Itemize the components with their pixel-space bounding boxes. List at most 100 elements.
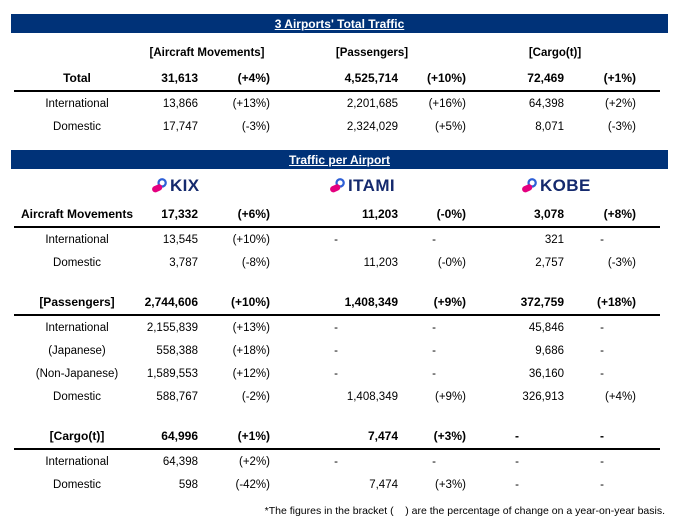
total-traffic-header-bar: 3 Airports' Total Traffic <box>11 14 668 33</box>
value-cell: 1,408,349 <box>346 390 398 403</box>
pct-cell: - <box>600 344 604 357</box>
pct-cell: (+6%) <box>237 206 270 221</box>
value-cell: 326,913 <box>522 390 564 403</box>
pct-cell: - <box>600 367 604 380</box>
table-row: International 64,398 (+2%) - - - - <box>14 450 660 473</box>
table-row: International 13,545 (+10%) - - 321 - <box>14 228 660 251</box>
value-cell: 588,767 <box>156 390 198 403</box>
kix-logo: KIX <box>140 176 274 196</box>
pct-cell: (+3%) <box>433 428 466 443</box>
pct-cell: (+5%) <box>435 120 466 133</box>
pct-cell: (+3%) <box>435 478 466 491</box>
value-cell: - <box>334 344 338 357</box>
table-row: Total 31,613 (+4%) 4,525,714 (+10%) 72,469 (+1… <box>14 65 660 92</box>
airport-logo-row: KIX ITAMI KOBE <box>14 171 660 201</box>
value-cell: - <box>334 233 338 246</box>
pct-cell: (+13%) <box>232 97 270 110</box>
pct-cell: (+16%) <box>428 97 466 110</box>
pct-cell: (+9%) <box>433 294 466 309</box>
kix-logo-text: KIX <box>170 176 200 195</box>
value-cell: 36,160 <box>528 367 564 380</box>
row-label: Total <box>63 70 91 85</box>
value-cell: 321 <box>544 233 564 246</box>
value-cell: 72,469 <box>527 70 564 85</box>
row-label: Domestic <box>53 390 101 403</box>
value-cell: - <box>515 478 519 491</box>
pct-cell: (-2%) <box>241 390 270 403</box>
value-cell: 31,613 <box>161 70 198 85</box>
pct-cell: (+1%) <box>237 428 270 443</box>
pct-cell: (+2%) <box>605 97 636 110</box>
itami-logo-text: ITAMI <box>348 176 396 195</box>
table-section: [Passengers] 2,744,606 (+10%) 1,408,349 (+9%… <box>14 289 660 408</box>
row-label: Aircraft Movements <box>20 206 134 221</box>
value-cell: 2,324,029 <box>346 120 398 133</box>
value-cell: - <box>334 321 338 334</box>
value-cell: 9,686 <box>535 344 564 357</box>
pct-cell: (+1%) <box>603 70 636 85</box>
column-group-header-row: [Aircraft Movements] [Passengers] [Cargo… <box>14 41 660 65</box>
per-airport-title: Traffic per Airport <box>289 152 390 167</box>
value-cell: 64,398 <box>162 455 198 468</box>
footnote: *The figures in the bracket ( ) are the … <box>264 505 665 517</box>
value-cell: - <box>334 455 338 468</box>
pct-cell: (+18%) <box>232 344 270 357</box>
value-cell: 8,071 <box>535 120 564 133</box>
pct-cell: - <box>600 233 604 246</box>
pct-cell: - <box>600 428 604 443</box>
per-airport-sections: Aircraft Movements 17,332 (+6%) 11,203 (-0%)… <box>14 201 660 496</box>
table-row: Domestic 3,787 (-8%) 11,203 (-0%) 2,757 (-3%) <box>14 251 660 274</box>
pct-cell: (-8%) <box>241 256 270 269</box>
pct-cell: - <box>432 344 436 357</box>
section-header-row: [Cargo(t)] 64,996 (+1%) 7,474 (+3%) - - <box>14 423 660 450</box>
pct-cell: - <box>432 367 436 380</box>
pct-cell: (+9%) <box>435 390 466 403</box>
row-label: (Japanese) <box>48 344 106 357</box>
pct-cell: - <box>432 321 436 334</box>
aircraft-movements-column-header: [Aircraft Movements] <box>149 47 265 59</box>
value-cell: 17,747 <box>162 120 198 133</box>
value-cell: 7,474 <box>369 478 398 491</box>
table-section: [Cargo(t)] 64,996 (+1%) 7,474 (+3%) - - Interna… <box>14 423 660 496</box>
value-cell: 2,201,685 <box>346 97 398 110</box>
pct-cell: (+18%) <box>596 294 636 309</box>
pct-cell: (+4%) <box>605 390 636 403</box>
value-cell: 7,474 <box>367 428 398 443</box>
value-cell: 13,866 <box>162 97 198 110</box>
value-cell: 64,996 <box>161 428 198 443</box>
total-traffic-title: 3 Airports' Total Traffic <box>274 16 405 31</box>
table-row: Domestic 588,767 (-2%) 1,408,349 (+9%) 326,91… <box>14 385 660 408</box>
row-label: International <box>45 321 109 334</box>
pct-cell: (-42%) <box>235 478 270 491</box>
value-cell: 11,203 <box>361 206 398 221</box>
pct-cell: - <box>432 455 436 468</box>
value-cell: 2,155,839 <box>146 321 198 334</box>
pct-cell: (+8%) <box>603 206 636 221</box>
table-section: Aircraft Movements 17,332 (+6%) 11,203 (-0%)… <box>14 201 660 274</box>
row-label: International <box>45 233 109 246</box>
kobe-logo: KOBE <box>470 176 640 196</box>
row-label: Domestic <box>53 120 101 133</box>
value-cell: 2,757 <box>535 256 564 269</box>
value-cell: - <box>515 455 519 468</box>
pct-cell: (+4%) <box>237 70 270 85</box>
value-cell: 372,759 <box>520 294 564 309</box>
pct-cell: (+10%) <box>230 294 270 309</box>
table-row: (Non-Japanese) 1,589,553 (+12%) - - 36,160 - <box>14 362 660 385</box>
pct-cell: - <box>600 478 604 491</box>
row-label: Domestic <box>53 478 101 491</box>
kansai-airports-logo-icon <box>522 177 537 193</box>
total-traffic-rows: Total 31,613 (+4%) 4,525,714 (+10%) 72,469 (+1… <box>14 65 660 138</box>
per-airport-table: KIX ITAMI KOBE <box>14 171 660 496</box>
value-cell: 45,846 <box>528 321 564 334</box>
pct-cell: (-0%) <box>437 256 466 269</box>
row-label: International <box>45 97 109 110</box>
passengers-column-header: [Passengers] <box>335 47 409 59</box>
pct-cell: - <box>600 455 604 468</box>
value-cell: 11,203 <box>363 256 398 269</box>
value-cell: - <box>515 428 519 443</box>
value-cell: 3,078 <box>533 206 564 221</box>
row-label: Domestic <box>53 256 101 269</box>
total-traffic-table: [Aircraft Movements] [Passengers] [Cargo… <box>14 41 660 138</box>
